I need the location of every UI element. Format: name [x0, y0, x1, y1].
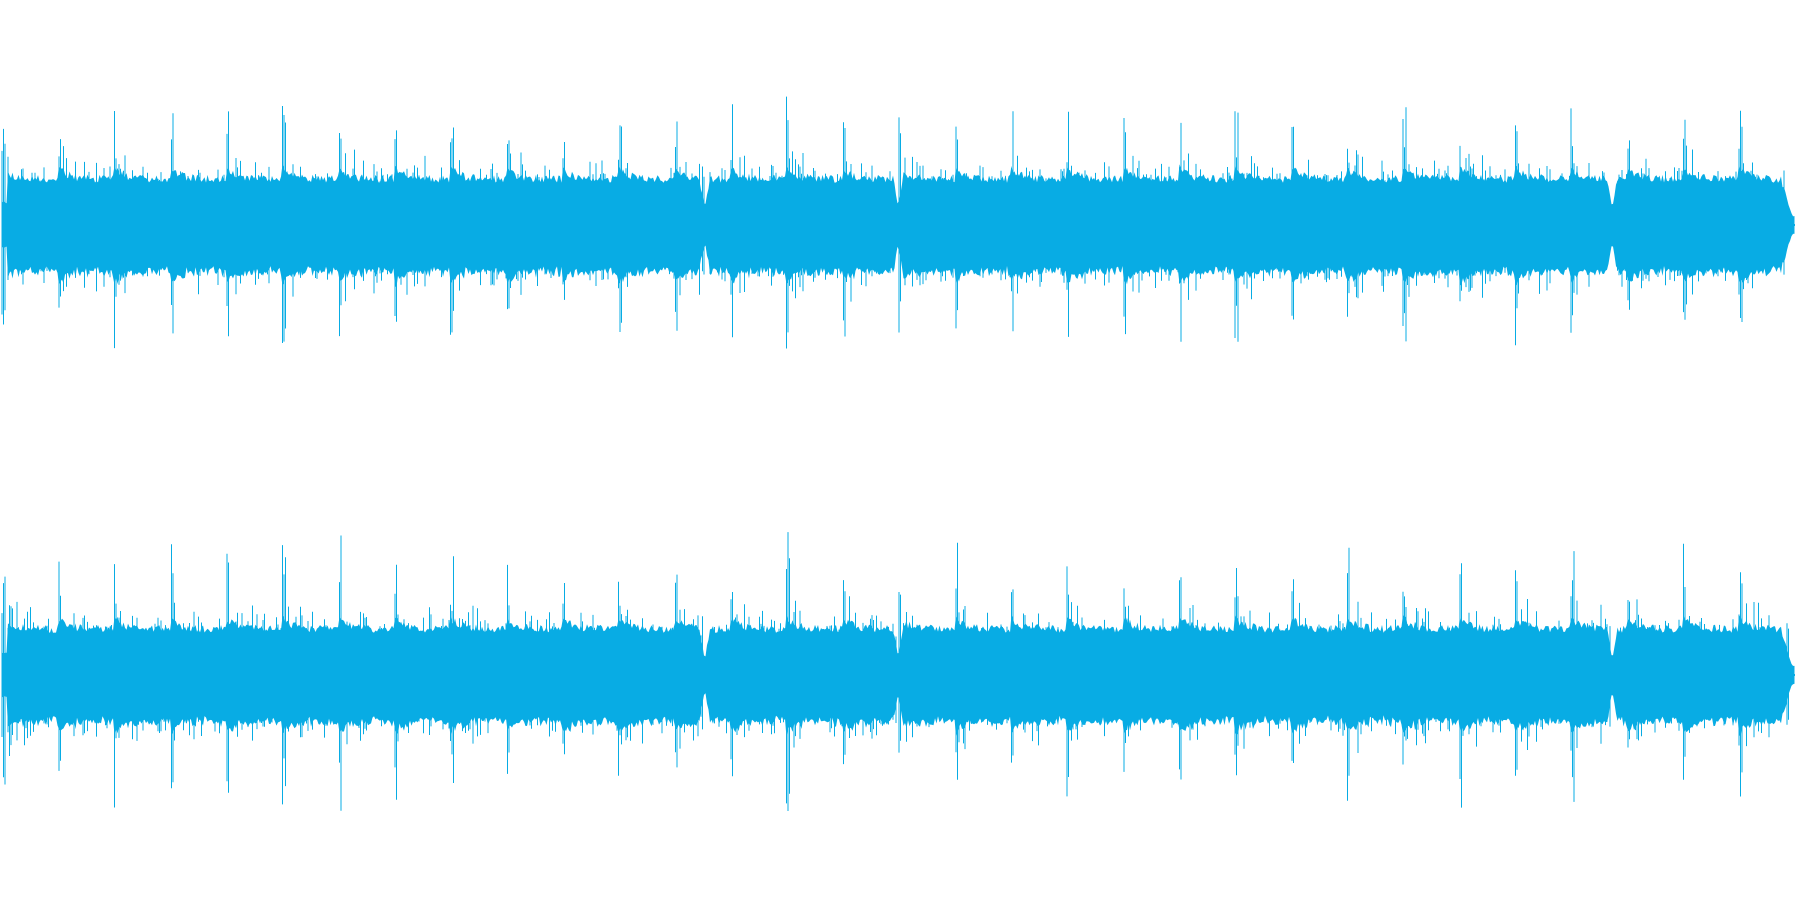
right-channel-waveform [1, 532, 1795, 811]
left-channel-waveform [1, 96, 1795, 349]
